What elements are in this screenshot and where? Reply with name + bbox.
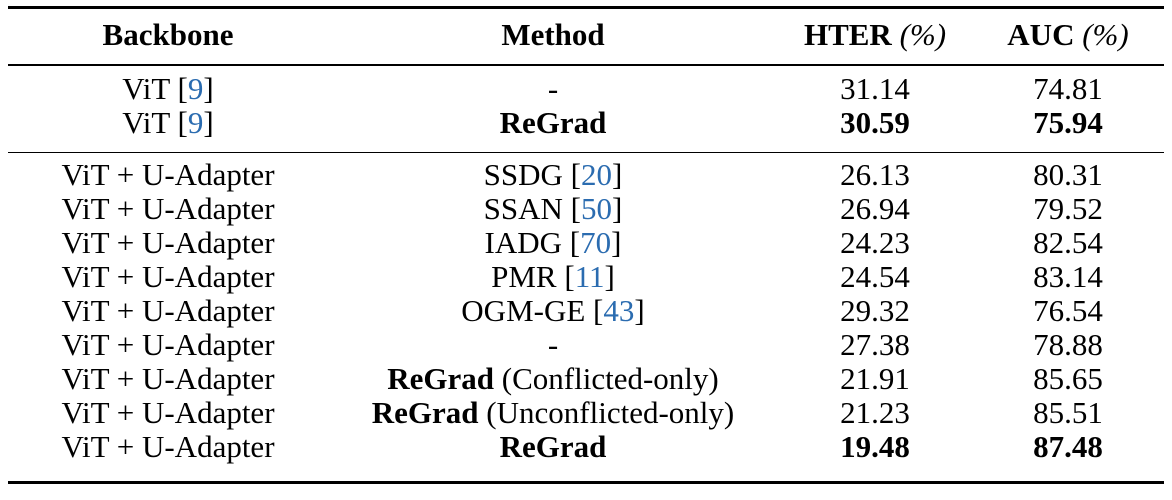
method-name: ReGrad: [371, 395, 479, 430]
hter-cell: 24.23: [840, 225, 910, 260]
method-cell: ReGrad (Conflicted-only): [328, 362, 778, 396]
citation-link[interactable]: 11: [574, 259, 605, 294]
header-hter: HTER (%): [784, 18, 966, 52]
table-row: ViT + U-Adapter ReGrad (Unconflicted-onl…: [8, 396, 1164, 430]
method-variant: (Unconflicted-only): [486, 395, 735, 430]
method-cell: ReGrad: [499, 105, 607, 140]
auc-cell: 74.81: [1033, 71, 1103, 106]
table-row: ViT + U-Adapter ReGrad 19.48 87.48: [8, 430, 1164, 464]
header-method: Method: [501, 17, 605, 52]
hter-cell: 30.59: [840, 105, 910, 140]
citation-link[interactable]: 70: [580, 225, 612, 260]
table-row: ViT [9] - 31.14 74.81: [8, 72, 1164, 106]
citation-link[interactable]: 20: [581, 157, 612, 192]
header-auc: AUC (%): [974, 18, 1162, 52]
hter-cell: 21.23: [840, 395, 910, 430]
auc-cell: 76.54: [1033, 293, 1103, 328]
auc-cell: 87.48: [1033, 429, 1103, 464]
method-cell: ReGrad (Unconflicted-only): [328, 396, 778, 430]
hter-cell: 31.14: [840, 71, 910, 106]
method-cell: ReGrad: [499, 429, 607, 464]
backbone-name: ViT: [122, 105, 170, 140]
citation-link[interactable]: 50: [581, 191, 612, 226]
backbone-cell: ViT + U-Adapter: [61, 327, 275, 362]
method-name: SSDG: [483, 157, 563, 192]
backbone-cell: ViT + U-Adapter: [61, 395, 275, 430]
header-hter-label: HTER: [803, 17, 892, 52]
header-backbone: Backbone: [102, 17, 234, 52]
method-cell: SSDG [20]: [483, 157, 623, 192]
method-cell: PMR [11]: [491, 259, 615, 294]
backbone-name: ViT: [122, 71, 170, 106]
method-name: PMR: [491, 259, 557, 294]
citation-link[interactable]: 9: [187, 71, 204, 106]
method-name: IADG: [484, 225, 563, 260]
hter-cell: 21.91: [840, 361, 910, 396]
hter-cell: 26.94: [840, 191, 910, 226]
hter-cell: 24.54: [840, 259, 910, 294]
table-row: ViT + U-Adapter OGM-GE [43] 29.32 76.54: [8, 294, 1164, 328]
auc-cell: 85.51: [1033, 395, 1103, 430]
method-cell: -: [547, 71, 559, 106]
table-row: ViT [9] ReGrad 30.59 75.94: [8, 106, 1164, 140]
header-auc-unit: (%): [1082, 17, 1129, 52]
method-cell: SSAN [50]: [483, 191, 623, 226]
auc-cell: 85.65: [1033, 361, 1103, 396]
backbone-cell: ViT [9]: [122, 71, 214, 106]
auc-cell: 78.88: [1033, 327, 1103, 362]
table-row: ViT + U-Adapter SSAN [50] 26.94 79.52: [8, 192, 1164, 226]
method-name: OGM-GE: [461, 293, 586, 328]
citation-link[interactable]: 9: [187, 105, 204, 140]
header-hter-unit: (%): [899, 17, 947, 52]
backbone-cell: ViT [9]: [122, 105, 214, 140]
backbone-cell: ViT + U-Adapter: [61, 191, 275, 226]
backbone-cell: ViT + U-Adapter: [61, 225, 275, 260]
backbone-cell: ViT + U-Adapter: [61, 429, 275, 464]
auc-cell: 80.31: [1033, 157, 1103, 192]
method-cell: OGM-GE [43]: [461, 293, 645, 328]
hter-cell: 29.32: [840, 293, 910, 328]
auc-cell: 75.94: [1033, 105, 1103, 140]
auc-cell: 83.14: [1033, 259, 1103, 294]
auc-cell: 79.52: [1033, 191, 1103, 226]
backbone-cell: ViT + U-Adapter: [61, 259, 275, 294]
method-variant: (Conflicted-only): [501, 361, 719, 396]
table-row: ViT + U-Adapter ReGrad (Conflicted-only)…: [8, 362, 1164, 396]
backbone-cell: ViT + U-Adapter: [61, 157, 275, 192]
method-name: ReGrad: [387, 361, 495, 396]
table-row: ViT + U-Adapter IADG [70] 24.23 82.54: [8, 226, 1164, 260]
hter-cell: 19.48: [840, 429, 910, 464]
header-row: Backbone Method HTER (%) AUC (%): [8, 18, 1164, 52]
hter-cell: 27.38: [840, 327, 910, 362]
hter-cell: 26.13: [840, 157, 910, 192]
table-row: ViT + U-Adapter - 27.38 78.88: [8, 328, 1164, 362]
citation-link[interactable]: 43: [603, 293, 635, 328]
table-row: ViT + U-Adapter PMR [11] 24.54 83.14: [8, 260, 1164, 294]
group-rule: [8, 152, 1164, 153]
top-rule: [8, 6, 1164, 9]
method-name: SSAN: [483, 191, 563, 226]
method-cell: -: [547, 327, 559, 362]
backbone-cell: ViT + U-Adapter: [61, 293, 275, 328]
header-rule: [8, 64, 1164, 66]
table-row: ViT + U-Adapter SSDG [20] 26.13 80.31: [8, 158, 1164, 192]
bottom-rule: [8, 481, 1164, 484]
method-cell: IADG [70]: [484, 225, 622, 260]
header-auc-label: AUC: [1007, 17, 1075, 52]
backbone-cell: ViT + U-Adapter: [61, 361, 275, 396]
auc-cell: 82.54: [1033, 225, 1103, 260]
